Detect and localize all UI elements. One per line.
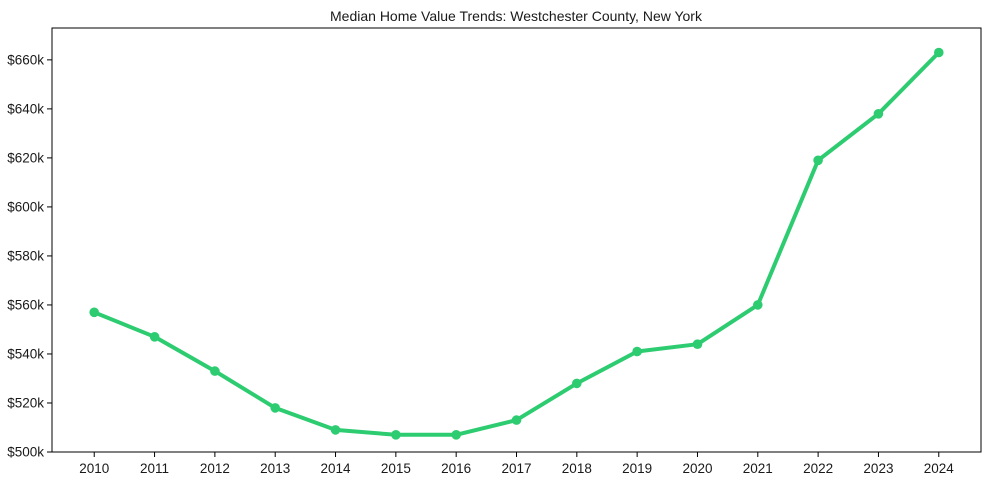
- x-tick-label: 2020: [682, 461, 712, 476]
- data-point-marker: [692, 339, 703, 350]
- x-tick-label: 2024: [924, 461, 955, 476]
- y-tick-label: $660k: [7, 53, 44, 68]
- y-axis: $500k $520k $540k $560k $580k $600k $620k $640k…: [7, 53, 52, 460]
- data-point-marker: [391, 430, 401, 440]
- y-tick-label: $520k: [7, 396, 44, 411]
- chart-title: Median Home Value Trends: Westchester Co…: [330, 8, 703, 24]
- x-tick-label: 2018: [562, 461, 592, 476]
- data-point-marker: [511, 415, 522, 425]
- data-point-marker: [210, 366, 220, 376]
- x-tick-label: 2017: [501, 461, 531, 476]
- x-tick-label: 2014: [321, 461, 352, 476]
- data-point-marker: [149, 332, 160, 342]
- data-point-marker: [632, 346, 642, 357]
- plot-area-border: [51, 27, 982, 453]
- series-group: [89, 47, 944, 440]
- x-tick-label: 2021: [743, 461, 773, 476]
- x-tick-label: 2010: [79, 461, 109, 476]
- data-point-marker: [89, 307, 99, 318]
- y-tick-label: $600k: [7, 200, 44, 215]
- y-tick-label: $580k: [7, 249, 44, 264]
- trend-line: [92, 50, 941, 437]
- x-tick-label: 2015: [381, 461, 411, 476]
- x-tick-label: 2013: [260, 461, 290, 476]
- data-point-marker: [873, 109, 884, 119]
- y-tick-label: $500k: [7, 445, 44, 460]
- x-tick-label: 2011: [140, 461, 169, 476]
- data-point-marker: [813, 155, 823, 166]
- y-tick-label: $560k: [7, 298, 44, 313]
- data-point-marker: [270, 403, 281, 413]
- x-tick-label: 2023: [863, 461, 893, 476]
- data-point-marker: [934, 47, 944, 58]
- data-point-marker: [330, 425, 341, 435]
- data-point-marker: [753, 300, 763, 310]
- x-axis: 2010 2011 2012 2013 2014 2015 2016 2017 2018 2019…: [79, 452, 954, 476]
- x-tick-label: 2019: [622, 461, 652, 476]
- data-point-marker: [451, 430, 462, 440]
- data-point-marker: [572, 378, 582, 389]
- x-tick-label: 2012: [200, 461, 230, 476]
- x-tick-label: 2022: [803, 461, 833, 476]
- y-tick-label: $640k: [7, 102, 44, 117]
- y-tick-label: $620k: [7, 151, 44, 166]
- y-tick-label: $540k: [7, 347, 44, 362]
- x-tick-label: 2016: [441, 461, 471, 476]
